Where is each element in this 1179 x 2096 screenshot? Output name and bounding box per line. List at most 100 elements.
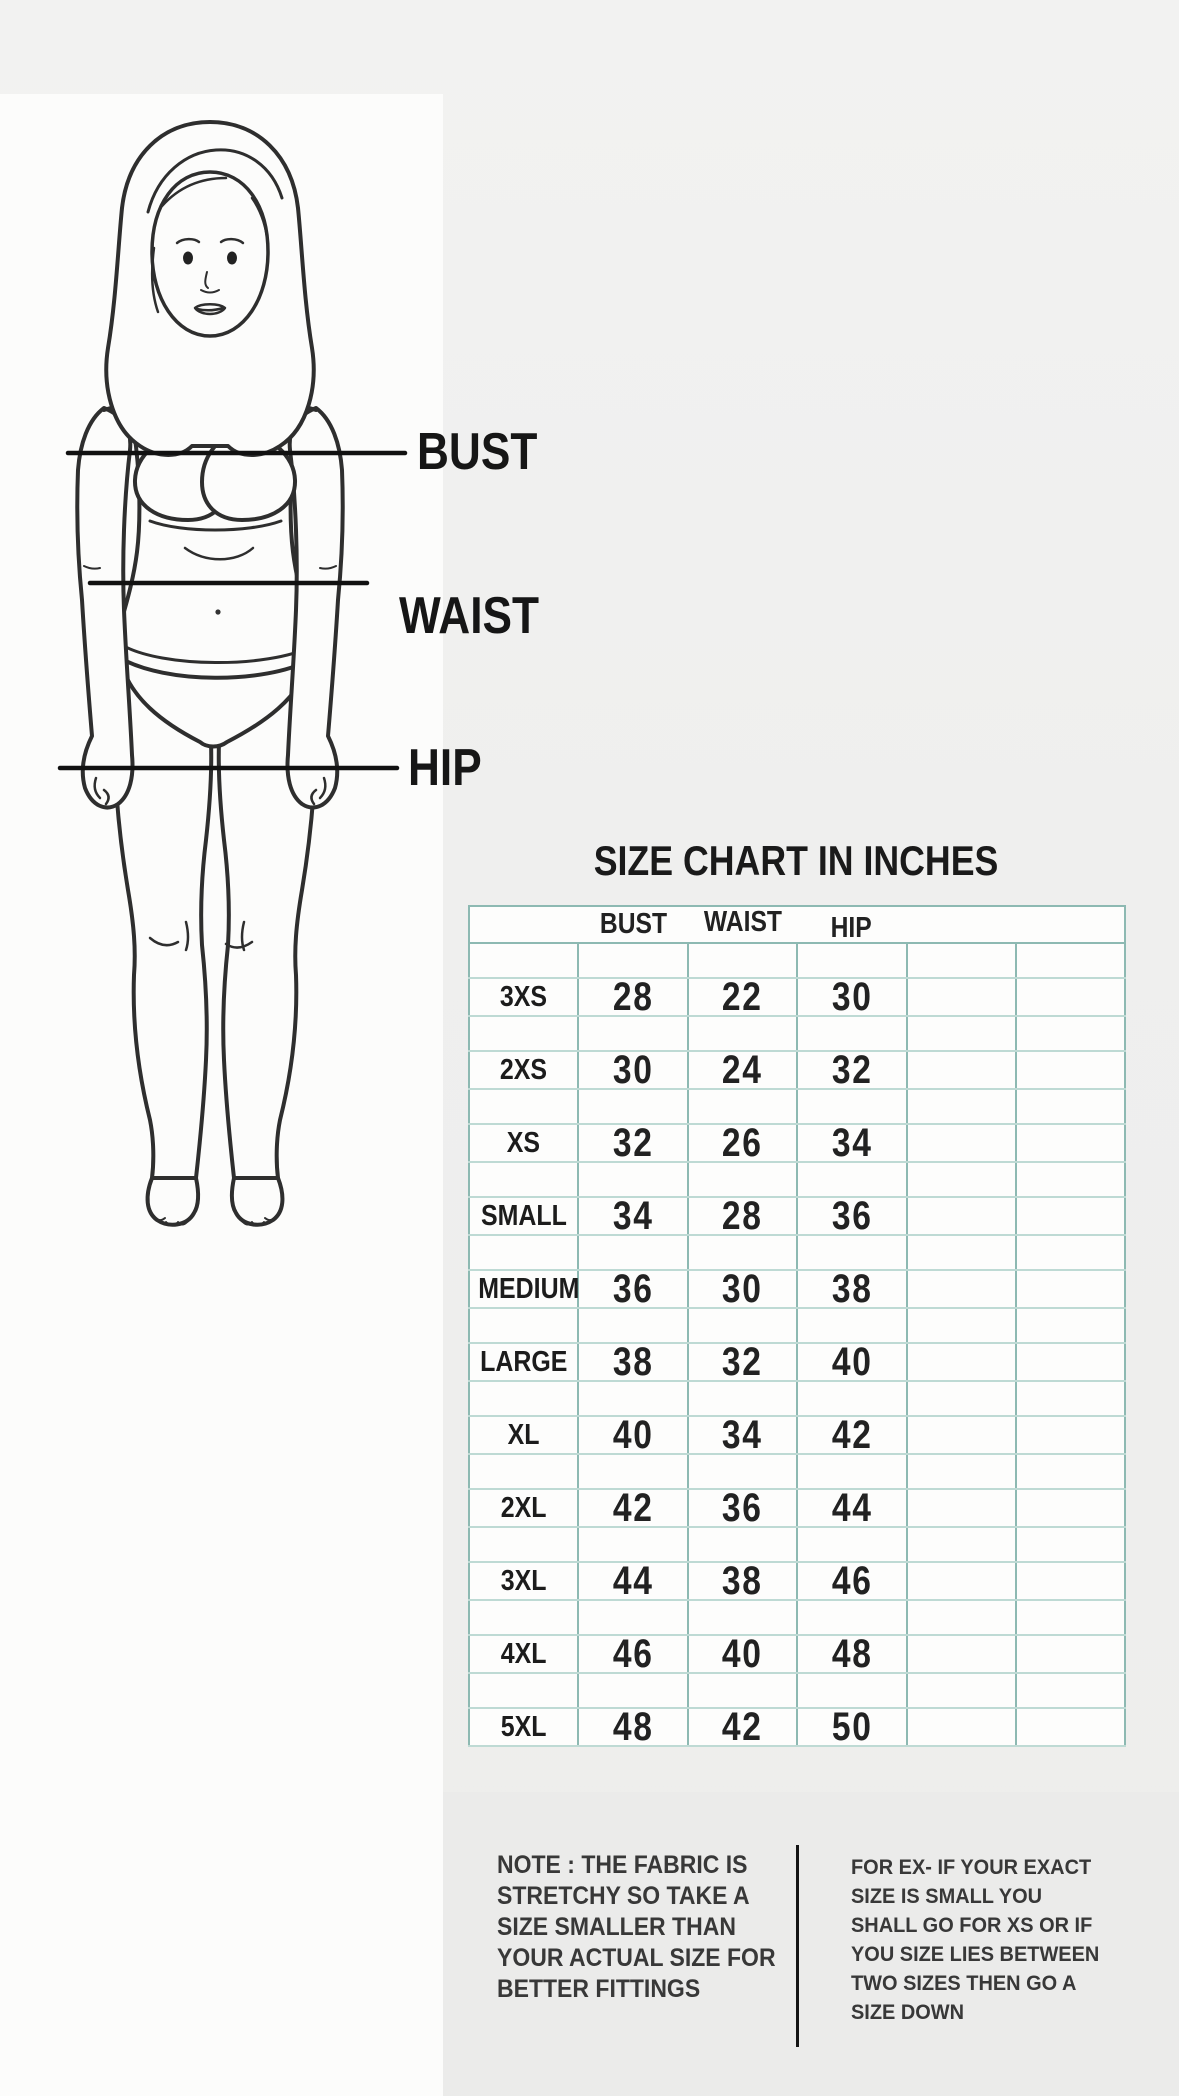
empty-cell: [906, 1123, 1017, 1163]
waist-cell: 26: [687, 1123, 798, 1163]
note-line: YOU SIZE LIES BETWEEN: [851, 1943, 1100, 1966]
hip-label: HIP: [408, 739, 482, 797]
note-line: SIZE DOWN: [851, 2001, 965, 2024]
size-cell: 3XL: [468, 1561, 579, 1601]
hip-cell: 42: [796, 1415, 908, 1455]
size-cell: XL: [468, 1415, 579, 1455]
size-row: 3XL 44 38 46: [468, 1561, 1127, 1601]
waist-cell: 24: [687, 1050, 798, 1090]
note-line: SIZE IS SMALL YOU: [851, 1885, 1043, 1908]
empty-cell: [906, 1488, 1017, 1528]
size-row: 3XS 28 22 30: [468, 977, 1127, 1017]
size-cell: MEDIUM: [468, 1269, 579, 1309]
size-row: 2XS 30 24 32: [468, 1050, 1127, 1090]
note-divider-line: [796, 1845, 799, 2047]
empty-cell: [906, 1634, 1017, 1674]
hip-cell: 50: [796, 1707, 908, 1747]
empty-cell: [1014, 1123, 1127, 1163]
size-row: XS 32 26 34: [468, 1123, 1127, 1163]
size-cell: 2XS: [468, 1050, 579, 1090]
column-header-bust: BUST: [599, 908, 668, 940]
size-row: XL 40 34 42: [468, 1415, 1127, 1455]
bust-cell: 46: [577, 1634, 689, 1674]
note-line: SHALL GO FOR XS OR IF: [851, 1914, 1093, 1937]
hip-cell: 44: [796, 1488, 908, 1528]
size-cell: LARGE: [468, 1342, 579, 1382]
empty-cell: [1014, 1634, 1127, 1674]
table-spacer-row: [468, 1088, 1127, 1125]
empty-cell: [906, 1050, 1017, 1090]
empty-cell: [906, 977, 1017, 1017]
empty-cell: [1014, 1561, 1127, 1601]
size-row: 4XL 46 40 48: [468, 1634, 1127, 1674]
waist-cell: 42: [687, 1707, 798, 1747]
size-chart-table: BUST WAIST HIP 3XS 28 22 30: [467, 905, 1127, 1747]
note-line: YOUR ACTUAL SIZE FOR: [497, 1944, 776, 1972]
size-cell: 5XL: [468, 1707, 579, 1747]
table-spacer-row: [468, 1015, 1127, 1052]
column-header-hip: HIP: [830, 912, 873, 944]
bust-cell: 28: [577, 977, 689, 1017]
empty-cell: [1014, 1050, 1127, 1090]
size-row: SMALL 34 28 36: [468, 1196, 1127, 1236]
table-header-row: BUST WAIST HIP: [467, 905, 1127, 944]
bust-cell: 44: [577, 1561, 689, 1601]
table-spacer-row: [468, 1307, 1127, 1344]
table-spacer-row: [468, 1453, 1127, 1490]
waist-cell: 40: [687, 1634, 798, 1674]
hip-cell: 38: [796, 1269, 908, 1309]
empty-cell: [1014, 1342, 1127, 1382]
hip-cell: 36: [796, 1196, 908, 1236]
empty-cell: [906, 1196, 1017, 1236]
note-section-background: [443, 1792, 1179, 2096]
empty-cell: [906, 1415, 1017, 1455]
note-line: FOR EX- IF YOUR EXACT: [851, 1856, 1092, 1879]
hip-cell: 46: [796, 1561, 908, 1601]
bust-cell: 34: [577, 1196, 689, 1236]
table-spacer-row: [468, 942, 1127, 979]
belly-details: [183, 546, 255, 615]
empty-cell: [906, 1707, 1017, 1747]
size-cell: 2XL: [468, 1488, 579, 1528]
table-spacer-row: [468, 1672, 1127, 1709]
bust-cell: 38: [577, 1342, 689, 1382]
waist-cell: 38: [687, 1561, 798, 1601]
size-rows: BUST WAIST HIP 3XS 28 22 30: [467, 905, 1127, 1747]
hip-cell: 32: [796, 1050, 908, 1090]
bust-cell: 36: [577, 1269, 689, 1309]
note-line: NOTE : THE FABRIC IS: [497, 1851, 748, 1879]
empty-cell: [1014, 1196, 1127, 1236]
bust-label: BUST: [417, 423, 538, 481]
note-fabric: NOTE : THE FABRIC IS STRETCHY SO TAKE A …: [497, 1850, 776, 2005]
size-cell: SMALL: [468, 1196, 579, 1236]
empty-cell: [1014, 1488, 1127, 1528]
waist-cell: 32: [687, 1342, 798, 1382]
feet: [145, 1176, 285, 1227]
waist-label: WAIST: [399, 587, 539, 645]
bust-cell: 32: [577, 1123, 689, 1163]
note-line: BETTER FITTINGS: [497, 1975, 701, 2003]
size-row: LARGE 38 32 40: [468, 1342, 1127, 1382]
empty-cell: [906, 1269, 1017, 1309]
bikini-bottom: [118, 643, 312, 749]
empty-cell: [906, 1342, 1017, 1382]
bust-cell: 30: [577, 1050, 689, 1090]
bust-cell: 40: [577, 1415, 689, 1455]
table-spacer-row: [468, 1599, 1127, 1636]
waist-cell: 30: [687, 1269, 798, 1309]
size-row: 2XL 42 36 44: [468, 1488, 1127, 1528]
table-spacer-row: [468, 1380, 1127, 1417]
figure-illustration: [0, 88, 445, 1290]
size-cell: 3XS: [468, 977, 579, 1017]
empty-cell: [906, 1561, 1017, 1601]
bust-cell: 42: [577, 1488, 689, 1528]
waist-cell: 28: [687, 1196, 798, 1236]
column-header-waist: WAIST: [703, 906, 782, 938]
note-example: FOR EX- IF YOUR EXACT SIZE IS SMALL YOU …: [851, 1853, 1099, 2027]
hip-cell: 30: [796, 977, 908, 1017]
size-row: 5XL 48 42 50: [468, 1707, 1127, 1747]
hip-cell: 40: [796, 1342, 908, 1382]
size-cell: 4XL: [468, 1634, 579, 1674]
empty-cell: [1014, 977, 1127, 1017]
